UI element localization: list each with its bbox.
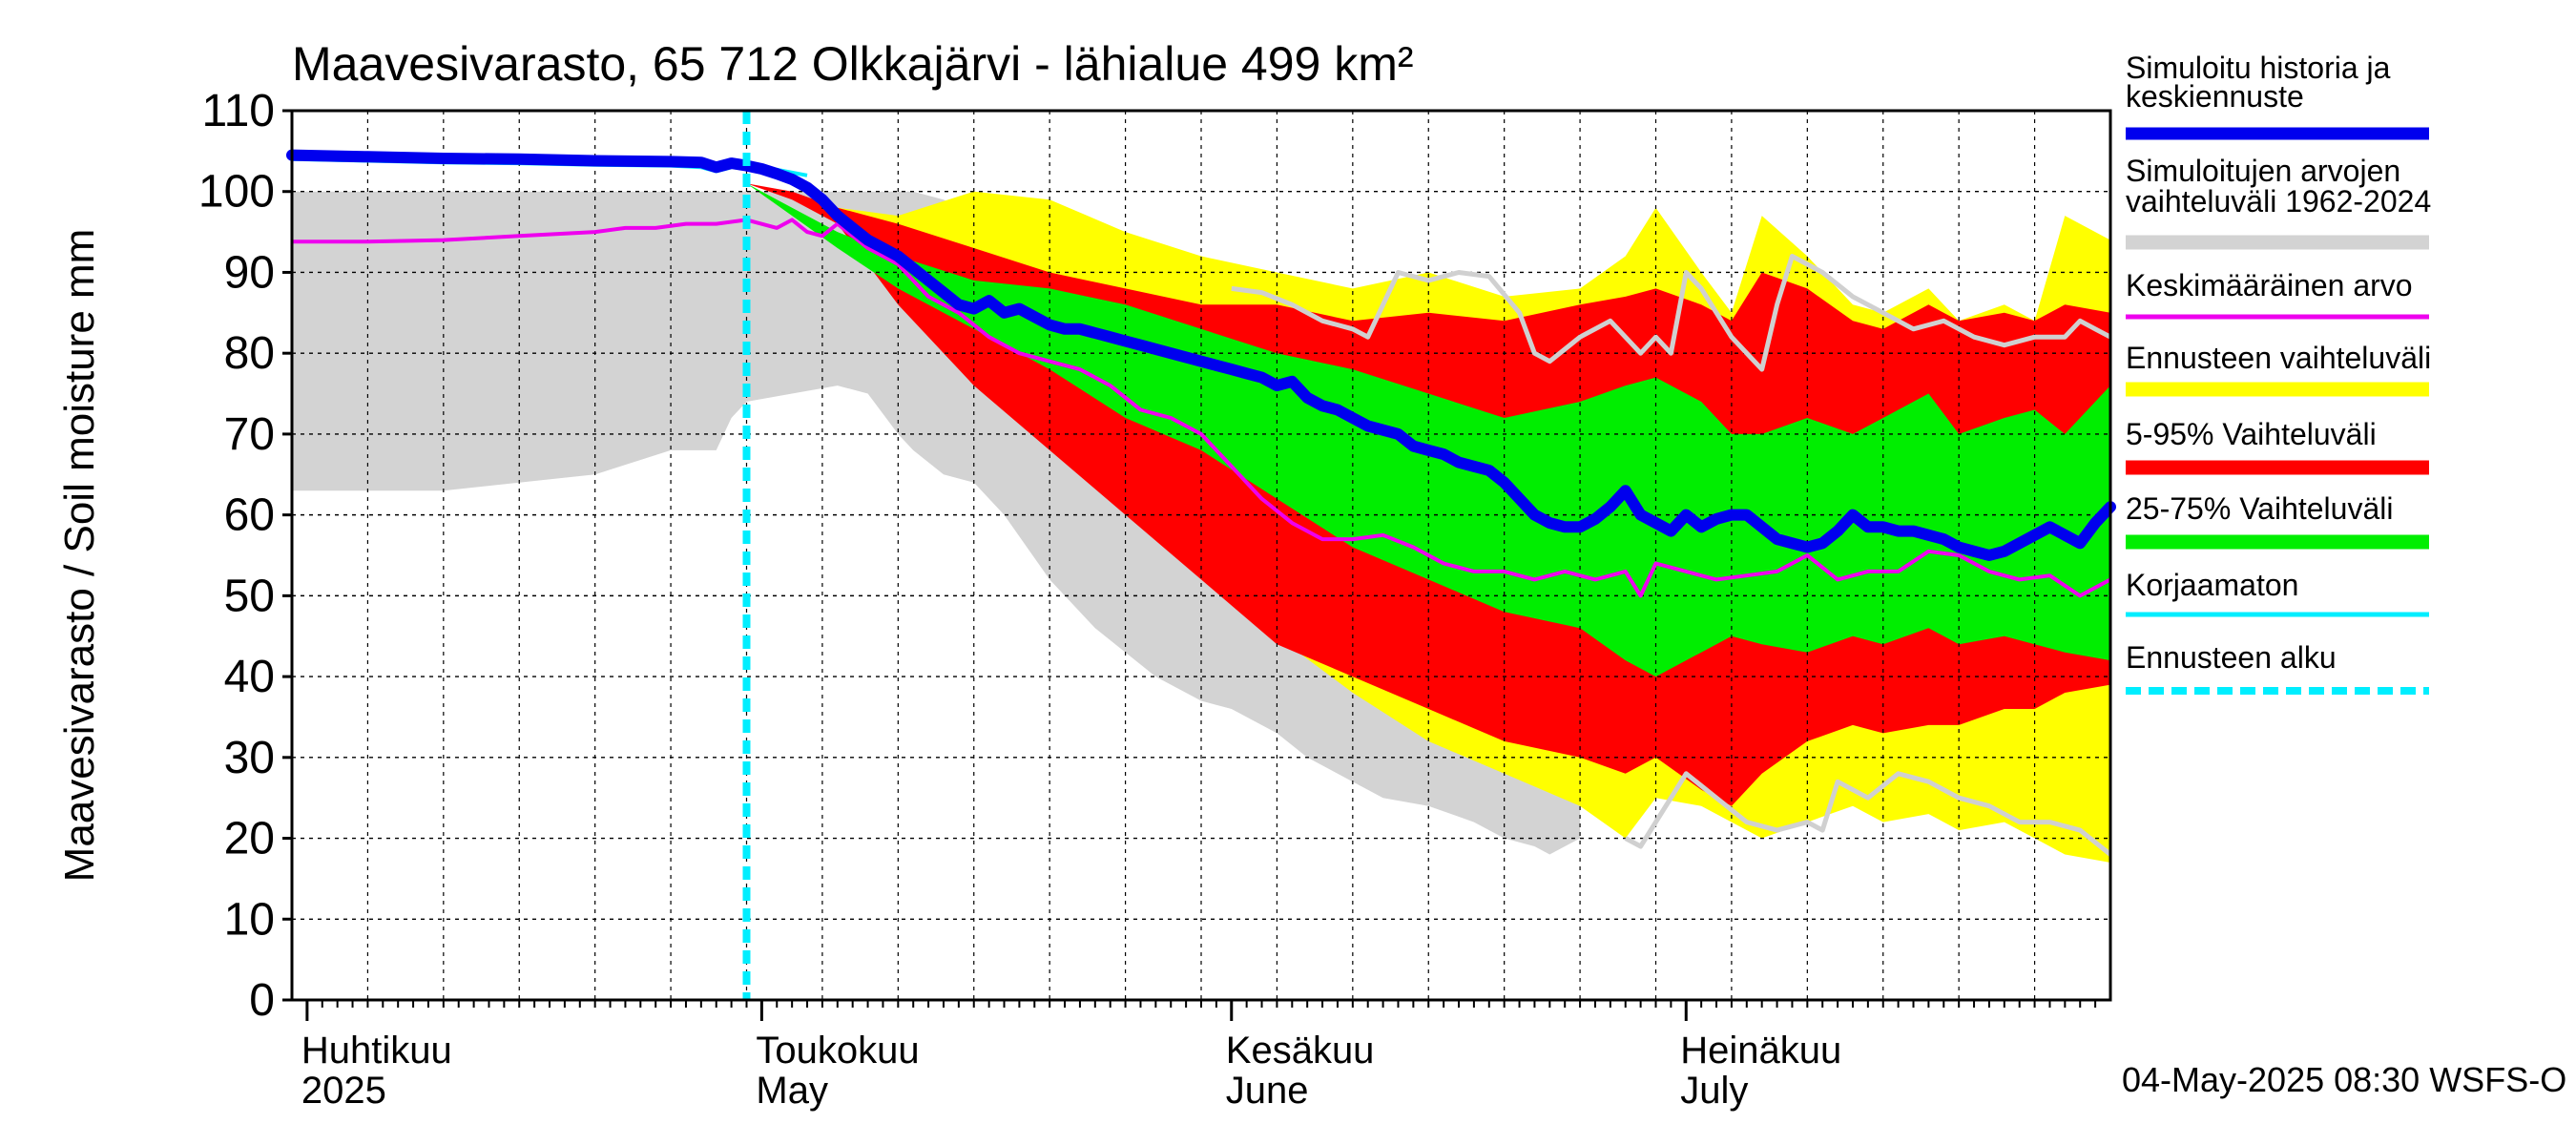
y-tick-label: 50 [224, 571, 275, 621]
y-tick-label: 70 [224, 409, 275, 460]
legend-label-forecast_range: Ennusteen vaihteluväli [2126, 341, 2431, 375]
y-tick-label: 10 [224, 894, 275, 945]
y-tick-label: 60 [224, 490, 275, 541]
legend-label-line: Simuloitu historia ja [2126, 51, 2391, 85]
y-tick-label: 30 [224, 733, 275, 783]
legend-label-line: keskiennuste [2126, 79, 2304, 114]
legend-label-p25_75: 25-75% Vaihteluväli [2126, 491, 2393, 526]
legend-label-range_hist: Simuloitujen arvojen vaihteluväli 1962-20… [2126, 154, 2431, 219]
x-month-label-en: May [756, 1070, 828, 1112]
legend-label-line: Korjaamaton [2126, 568, 2298, 602]
y-tick-label: 100 [198, 167, 275, 218]
legend-label-forecast_start: Ennusteen alku [2126, 640, 2337, 675]
y-tick-label: 110 [201, 86, 275, 136]
band-historical-range [292, 191, 1581, 855]
x-month-label-en: June [1226, 1070, 1309, 1112]
legend-label-uncorrected: Korjaamaton [2126, 568, 2298, 602]
grid-layer [292, 110, 2110, 1000]
chart-title: Maavesivarasto, 65 712 Olkkajärvi - lähi… [292, 37, 1414, 91]
x-month-label-fi: Kesäkuu [1226, 1030, 1375, 1072]
y-tick-label: 40 [224, 652, 275, 702]
x-month-label-en: 2025 [301, 1070, 386, 1112]
x-month-label-fi: Heinäkuu [1680, 1030, 1841, 1072]
plot-area [286, 110, 2116, 1000]
legend-label-line: Keskimääräinen arvo [2126, 268, 2413, 302]
y-tick-label: 0 [249, 975, 275, 1026]
legend-label-line: vaihteluväli 1962-2024 [2126, 184, 2431, 219]
x-month-label-fi: Huhtikuu [301, 1030, 452, 1072]
x-month-label-fi: Toukokuu [756, 1030, 919, 1072]
legend-label-line: Ennusteen alku [2126, 640, 2337, 675]
x-month-label-en: July [1680, 1070, 1748, 1112]
y-axis-label: Maavesivarasto / Soil moisture mm [56, 229, 103, 883]
legend-label-line: Simuloitujen arvojen [2126, 154, 2400, 188]
legend-label-line: 5-95% Vaihteluväli [2126, 417, 2377, 451]
legend-label-p5_95: 5-95% Vaihteluväli [2126, 417, 2377, 451]
lines-layer [286, 111, 2116, 1000]
legend-label-line: Ennusteen vaihteluväli [2126, 341, 2431, 375]
legend-label-line: 25-75% Vaihteluväli [2126, 491, 2393, 526]
footer-timestamp: 04-May-2025 08:30 WSFS-O [2122, 1060, 2566, 1099]
line-sim-upper-gray [1231, 254, 2112, 372]
line-history-median [286, 149, 2116, 561]
y-tick-label: 90 [224, 247, 275, 298]
legend: Simuloitu historia ja keskiennusteSimuloi… [2126, 51, 2431, 695]
line-sim-lower-gray [1624, 771, 2112, 857]
y-tick-label: 80 [224, 328, 275, 379]
y-tick-label: 20 [224, 814, 275, 864]
line-mean [292, 218, 2111, 598]
legend-label-mean: Keskimääräinen arvo [2126, 268, 2413, 302]
legend-label-history: Simuloitu historia ja keskiennuste [2126, 51, 2391, 114]
